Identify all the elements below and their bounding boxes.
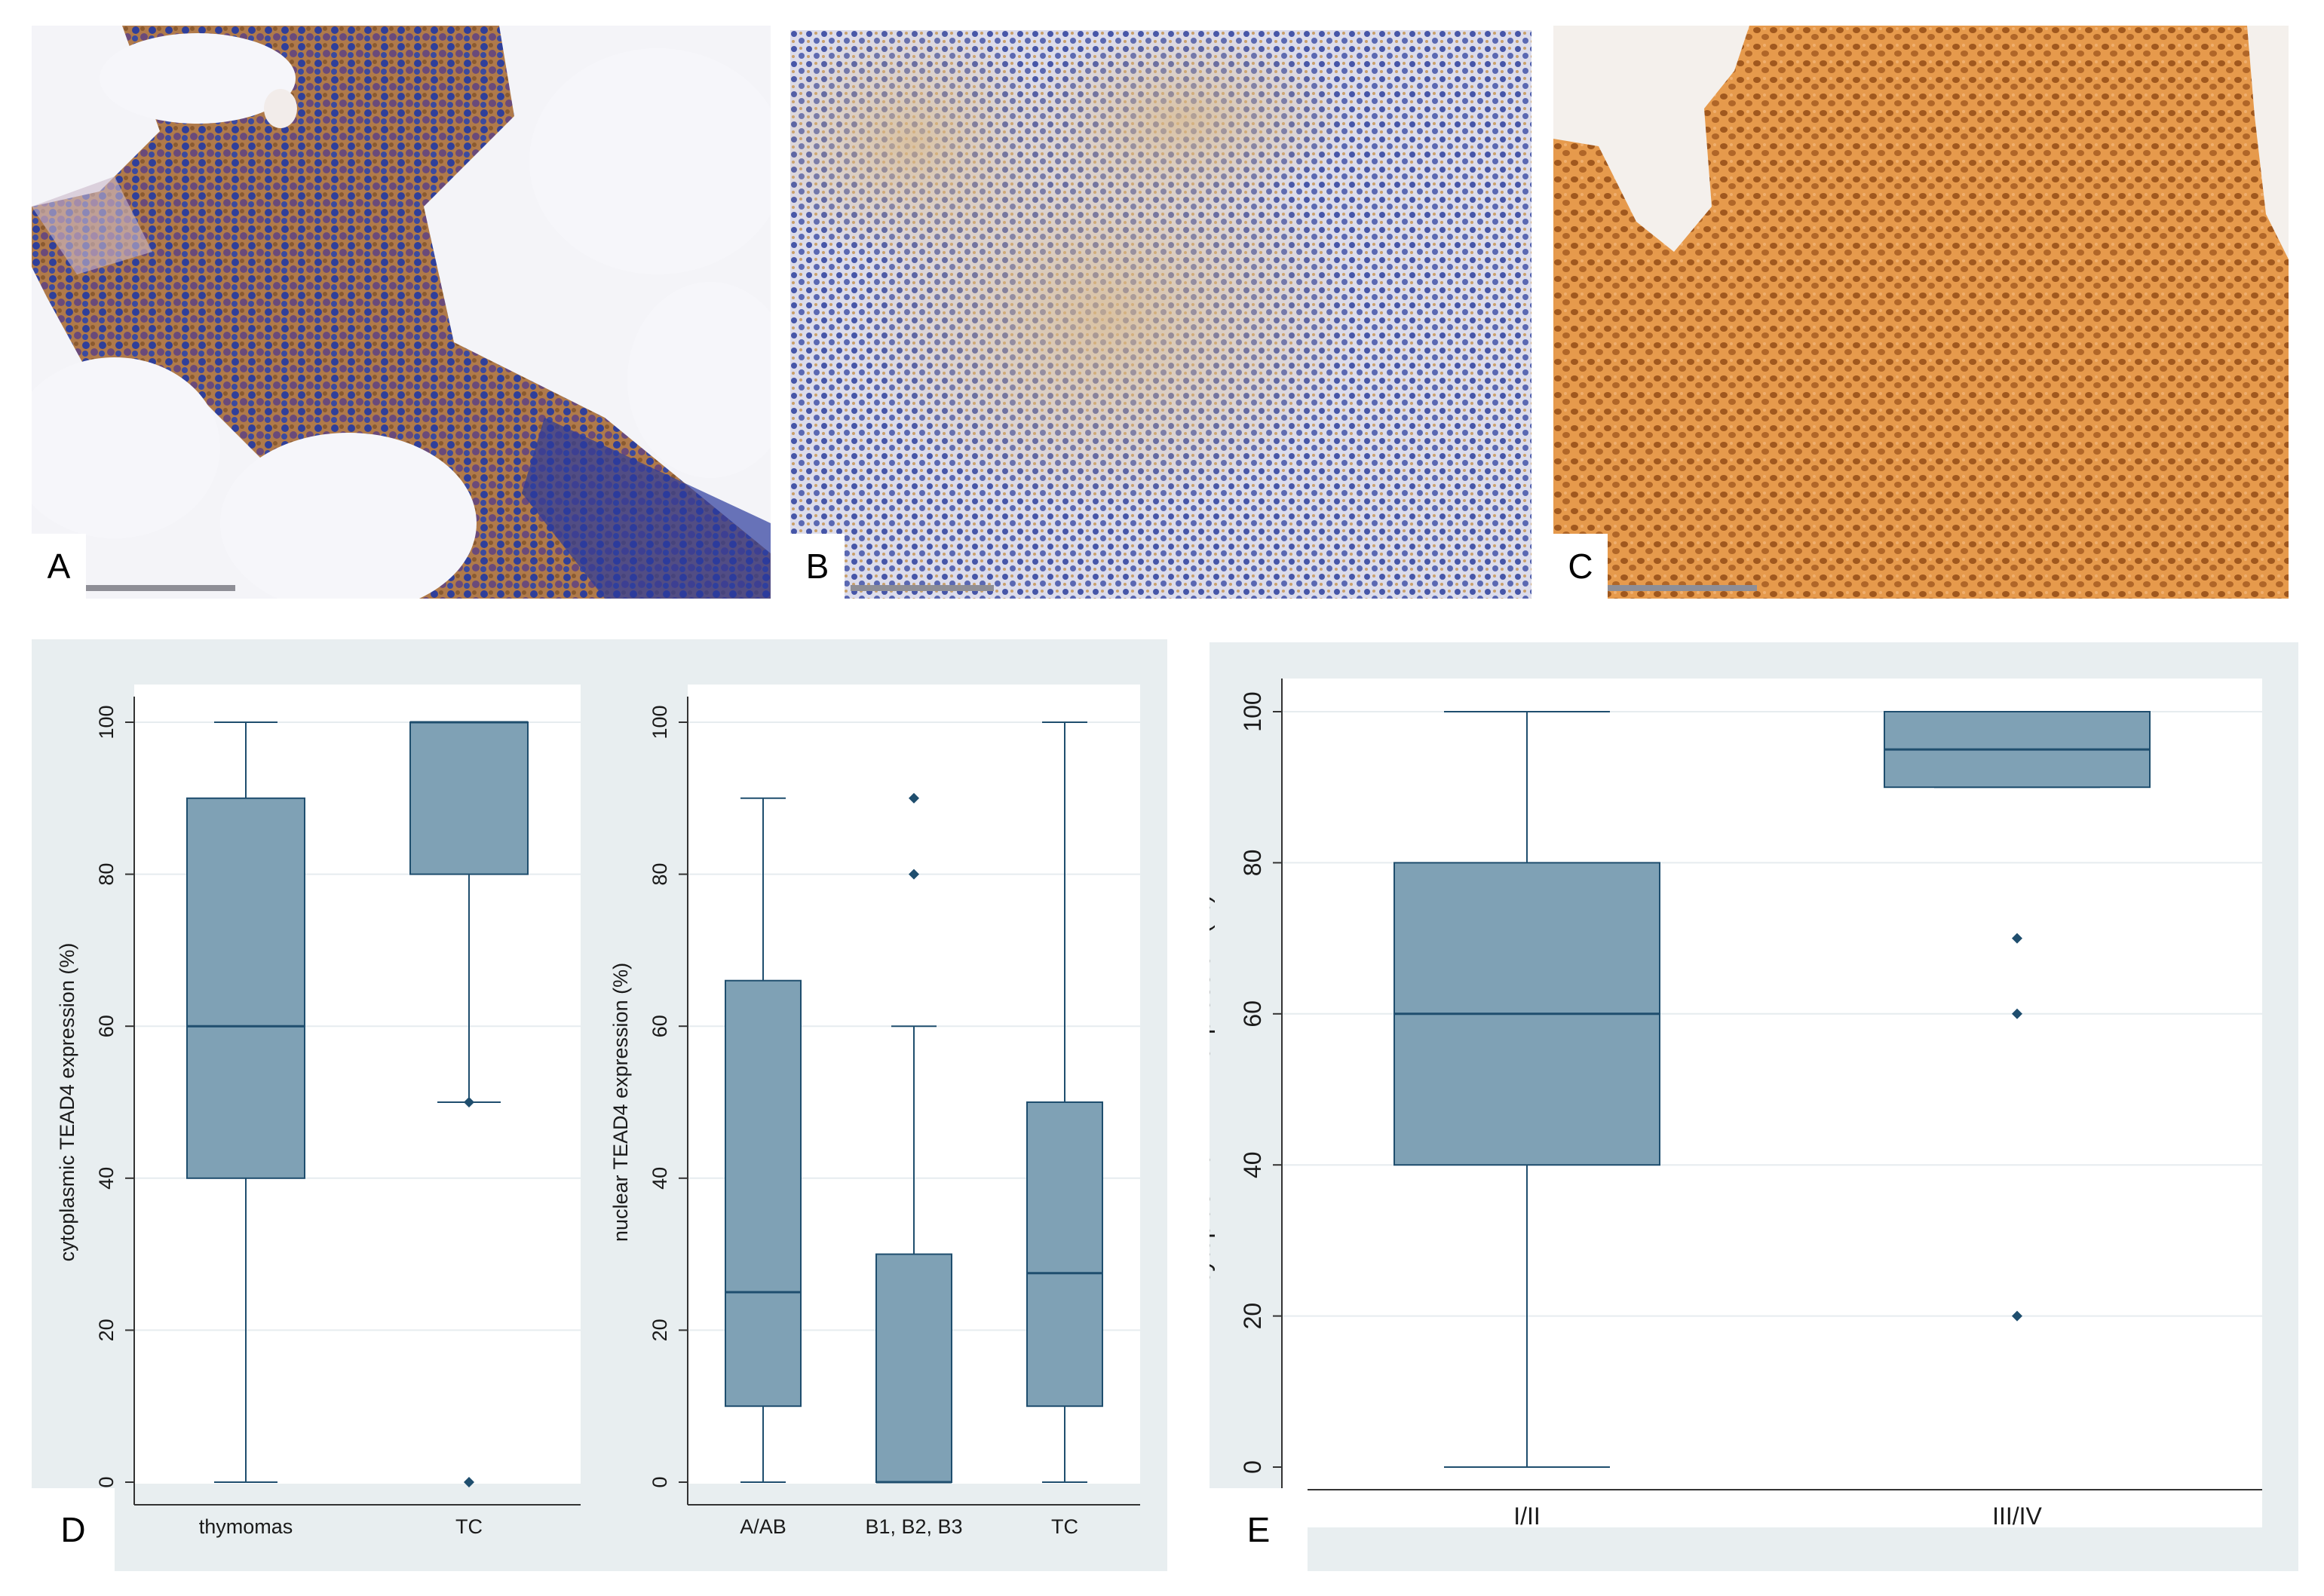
y-tick-label: 100 xyxy=(95,705,118,739)
box-0 xyxy=(186,721,305,1483)
y-tick-label: 40 xyxy=(1239,1151,1266,1178)
y-tick-label: 20 xyxy=(648,1319,671,1341)
panel-d-plots: 0 20 40 60 80 100 cytoplasmic TEAD4 expression… xyxy=(32,639,1167,1571)
micrograph-icon xyxy=(32,26,771,599)
micrograph-icon xyxy=(790,30,1531,599)
y-tick-label: 80 xyxy=(95,863,118,886)
plot-d-left: 0 20 40 60 80 100 cytoplasmic TEAD4 expression… xyxy=(56,697,581,1538)
plot-d-right: 0 20 40 60 80 100 nuclear TEAD4 expression (%)… xyxy=(609,697,1140,1538)
x-tick-label: A/AB xyxy=(740,1515,786,1538)
micrograph-b xyxy=(790,30,1531,599)
y-tick-label: 40 xyxy=(95,1167,118,1190)
x-tick-label: thymomas xyxy=(199,1515,293,1538)
y-tick-label: 60 xyxy=(95,1015,118,1037)
y-axis-label: nuclear TEAD4 expression (%) xyxy=(609,963,632,1242)
box-iqr xyxy=(1026,1101,1103,1408)
y-tick-label: 60 xyxy=(648,1015,671,1037)
y-tick-label: 0 xyxy=(1239,1460,1266,1474)
y-tick-label: 100 xyxy=(1239,691,1266,731)
outlier-point xyxy=(909,868,919,880)
y-tick-label: 100 xyxy=(648,705,671,739)
outlier-point xyxy=(909,792,919,804)
x-tick-label: B1, B2, B3 xyxy=(865,1515,962,1538)
outlier-point xyxy=(464,1477,474,1487)
box-2 xyxy=(1026,721,1103,1483)
outlier-point xyxy=(2012,1008,2022,1019)
y-tick-label: 20 xyxy=(95,1319,118,1341)
y-tick-label: 0 xyxy=(648,1476,671,1487)
y-tick-label: 80 xyxy=(648,863,671,886)
panel-d: 0 20 40 60 80 100 cytoplasmic TEAD4 expression… xyxy=(32,639,1167,1571)
x-tick-label: III/IV xyxy=(1992,1503,2042,1530)
panel-label-e: E xyxy=(1210,1488,1308,1571)
box-0 xyxy=(725,797,802,1483)
panel-label-d: D xyxy=(32,1488,115,1571)
panel-e-plot: 0 20 40 60 80 100 cytoplasmic TEAD4 expression… xyxy=(1210,642,2298,1571)
box-iqr xyxy=(186,797,305,1179)
box-iqr xyxy=(875,1253,952,1483)
plot-e: 0 20 40 60 80 100 cytoplasmic TEAD4 expression… xyxy=(1210,679,2262,1530)
panel-label-b: B xyxy=(790,534,845,599)
panel-label-a: A xyxy=(32,534,86,599)
box-1 xyxy=(1884,711,2151,1322)
y-axis-label: cytoplasmic TEAD4 expression (%) xyxy=(56,943,78,1262)
y-tick-label: 20 xyxy=(1239,1303,1266,1330)
y-tick-label: 40 xyxy=(648,1167,671,1190)
y-tick-label: 80 xyxy=(1239,850,1266,877)
outlier-point xyxy=(2012,933,2022,944)
micrograph-c xyxy=(1553,26,2289,599)
box-1 xyxy=(875,792,952,1484)
x-tick-label: I/II xyxy=(1513,1503,1541,1530)
x-tick-label: TC xyxy=(455,1515,483,1538)
box-1 xyxy=(409,721,529,1487)
y-tick-label: 0 xyxy=(95,1476,118,1487)
panel-e: 0 20 40 60 80 100 cytoplasmic TEAD4 expression… xyxy=(1210,642,2298,1571)
box-0 xyxy=(1393,711,1660,1468)
box-iqr xyxy=(409,721,529,875)
y-axis-label: cytoplasmic TEAD4 expression (%) xyxy=(1210,895,1215,1285)
micrograph-icon xyxy=(1553,26,2289,599)
outlier-point xyxy=(2012,1310,2022,1322)
micrograph-a xyxy=(32,26,771,599)
panel-label-c: C xyxy=(1553,534,1608,599)
x-tick-label: TC xyxy=(1051,1515,1078,1538)
box-iqr xyxy=(725,979,802,1408)
outlier-point xyxy=(464,1097,474,1107)
y-tick-label: 60 xyxy=(1239,1000,1266,1028)
